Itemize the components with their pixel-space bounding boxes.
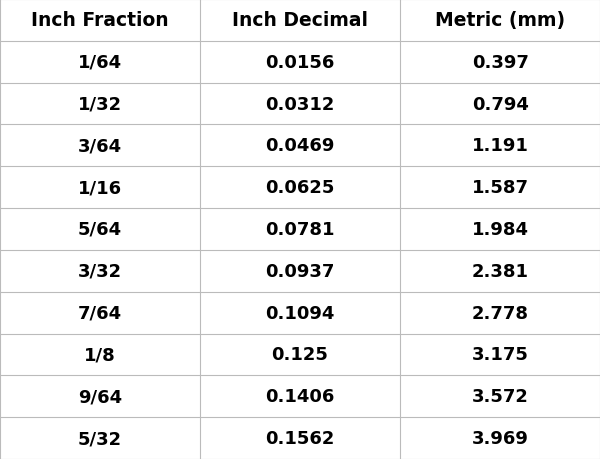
Text: 1/32: 1/32 [78,95,122,113]
Text: 0.0781: 0.0781 [265,220,335,239]
Text: Inch Fraction: Inch Fraction [31,11,169,30]
Text: 1/8: 1/8 [84,346,116,364]
Text: Inch Decimal: Inch Decimal [232,11,368,30]
Text: 0.0469: 0.0469 [265,137,335,155]
Text: 2.381: 2.381 [472,262,529,280]
Text: 9/64: 9/64 [78,387,122,405]
Text: 3.969: 3.969 [472,429,529,447]
Text: 0.397: 0.397 [472,54,529,72]
Text: 0.794: 0.794 [472,95,529,113]
Text: 1/16: 1/16 [78,179,122,197]
Text: 1.587: 1.587 [472,179,529,197]
Text: 0.0937: 0.0937 [265,262,335,280]
Text: 0.0156: 0.0156 [265,54,335,72]
Text: 0.1094: 0.1094 [265,304,335,322]
Text: 3/64: 3/64 [78,137,122,155]
Text: 0.1562: 0.1562 [265,429,335,447]
Text: 5/64: 5/64 [78,220,122,239]
Text: 5/32: 5/32 [78,429,122,447]
Text: 0.0625: 0.0625 [265,179,335,197]
Text: 0.1406: 0.1406 [265,387,335,405]
Text: 3.175: 3.175 [472,346,529,364]
Text: 3/32: 3/32 [78,262,122,280]
Text: 1.191: 1.191 [472,137,529,155]
Text: 7/64: 7/64 [78,304,122,322]
Text: 0.0312: 0.0312 [265,95,335,113]
Text: 1/64: 1/64 [78,54,122,72]
Text: 0.125: 0.125 [272,346,328,364]
Text: 3.572: 3.572 [472,387,529,405]
Text: Metric (mm): Metric (mm) [435,11,565,30]
Text: 2.778: 2.778 [472,304,529,322]
Text: 1.984: 1.984 [472,220,529,239]
